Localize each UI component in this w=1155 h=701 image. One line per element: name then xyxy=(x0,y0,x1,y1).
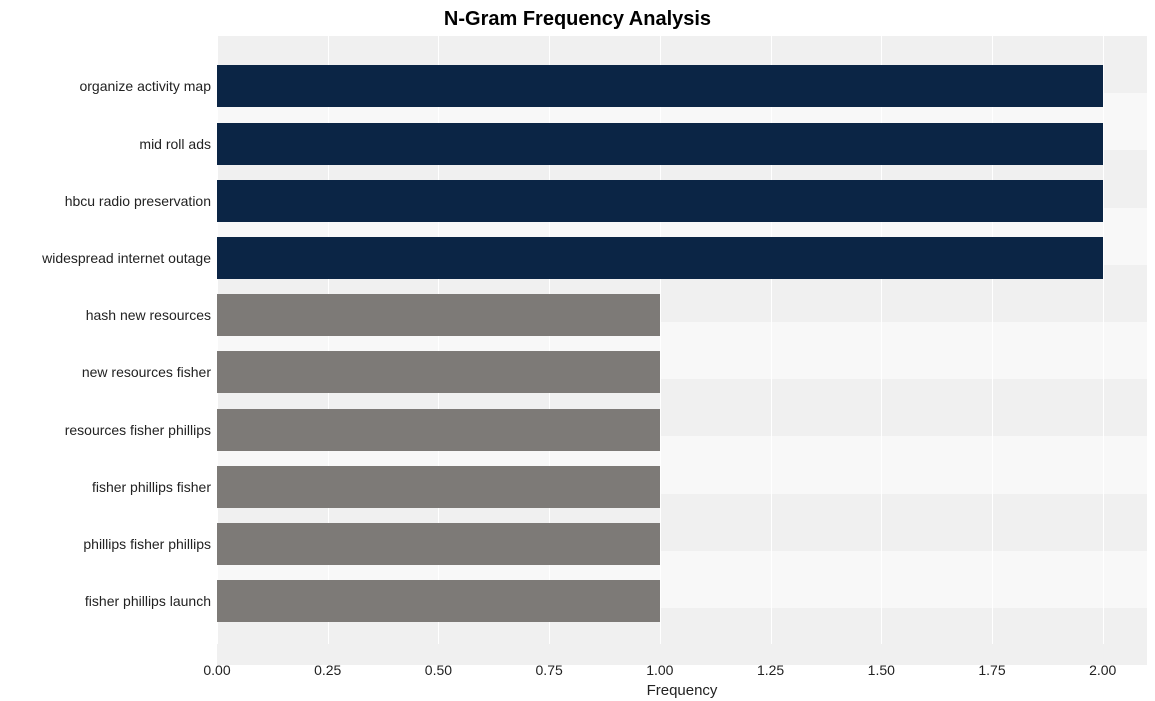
x-tick-label: 1.50 xyxy=(868,662,895,678)
x-tick-label: 0.25 xyxy=(314,662,341,678)
x-axis-title: Frequency xyxy=(217,682,1147,699)
bar xyxy=(217,580,660,622)
y-tick-label: phillips fisher phillips xyxy=(83,536,211,552)
bar xyxy=(217,65,1103,107)
x-tick-label: 1.25 xyxy=(757,662,784,678)
x-tick-label: 0.75 xyxy=(536,662,563,678)
y-tick-label: hash new resources xyxy=(86,307,211,323)
ngram-chart: N-Gram Frequency Analysis Frequency orga… xyxy=(0,0,1155,701)
x-tick-label: 0.50 xyxy=(425,662,452,678)
x-tick-label: 2.00 xyxy=(1089,662,1116,678)
x-tick-label: 1.00 xyxy=(646,662,673,678)
y-tick-label: hbcu radio preservation xyxy=(65,193,211,209)
x-tick-label: 0.00 xyxy=(203,662,230,678)
plot-area xyxy=(217,36,1147,644)
bar xyxy=(217,351,660,393)
y-tick-label: new resources fisher xyxy=(82,364,211,380)
bar xyxy=(217,180,1103,222)
bar xyxy=(217,123,1103,165)
bar xyxy=(217,409,660,451)
bar xyxy=(217,523,660,565)
bar xyxy=(217,237,1103,279)
y-tick-label: mid roll ads xyxy=(139,136,211,152)
y-tick-label: fisher phillips launch xyxy=(85,593,211,609)
x-tick-label: 1.75 xyxy=(978,662,1005,678)
chart-title: N-Gram Frequency Analysis xyxy=(0,8,1155,31)
y-tick-label: widespread internet outage xyxy=(42,250,211,266)
y-tick-label: fisher phillips fisher xyxy=(92,479,211,495)
y-tick-label: organize activity map xyxy=(79,78,211,94)
grid-line xyxy=(1103,36,1104,644)
bar xyxy=(217,466,660,508)
bar xyxy=(217,294,660,336)
y-tick-label: resources fisher phillips xyxy=(65,422,211,438)
